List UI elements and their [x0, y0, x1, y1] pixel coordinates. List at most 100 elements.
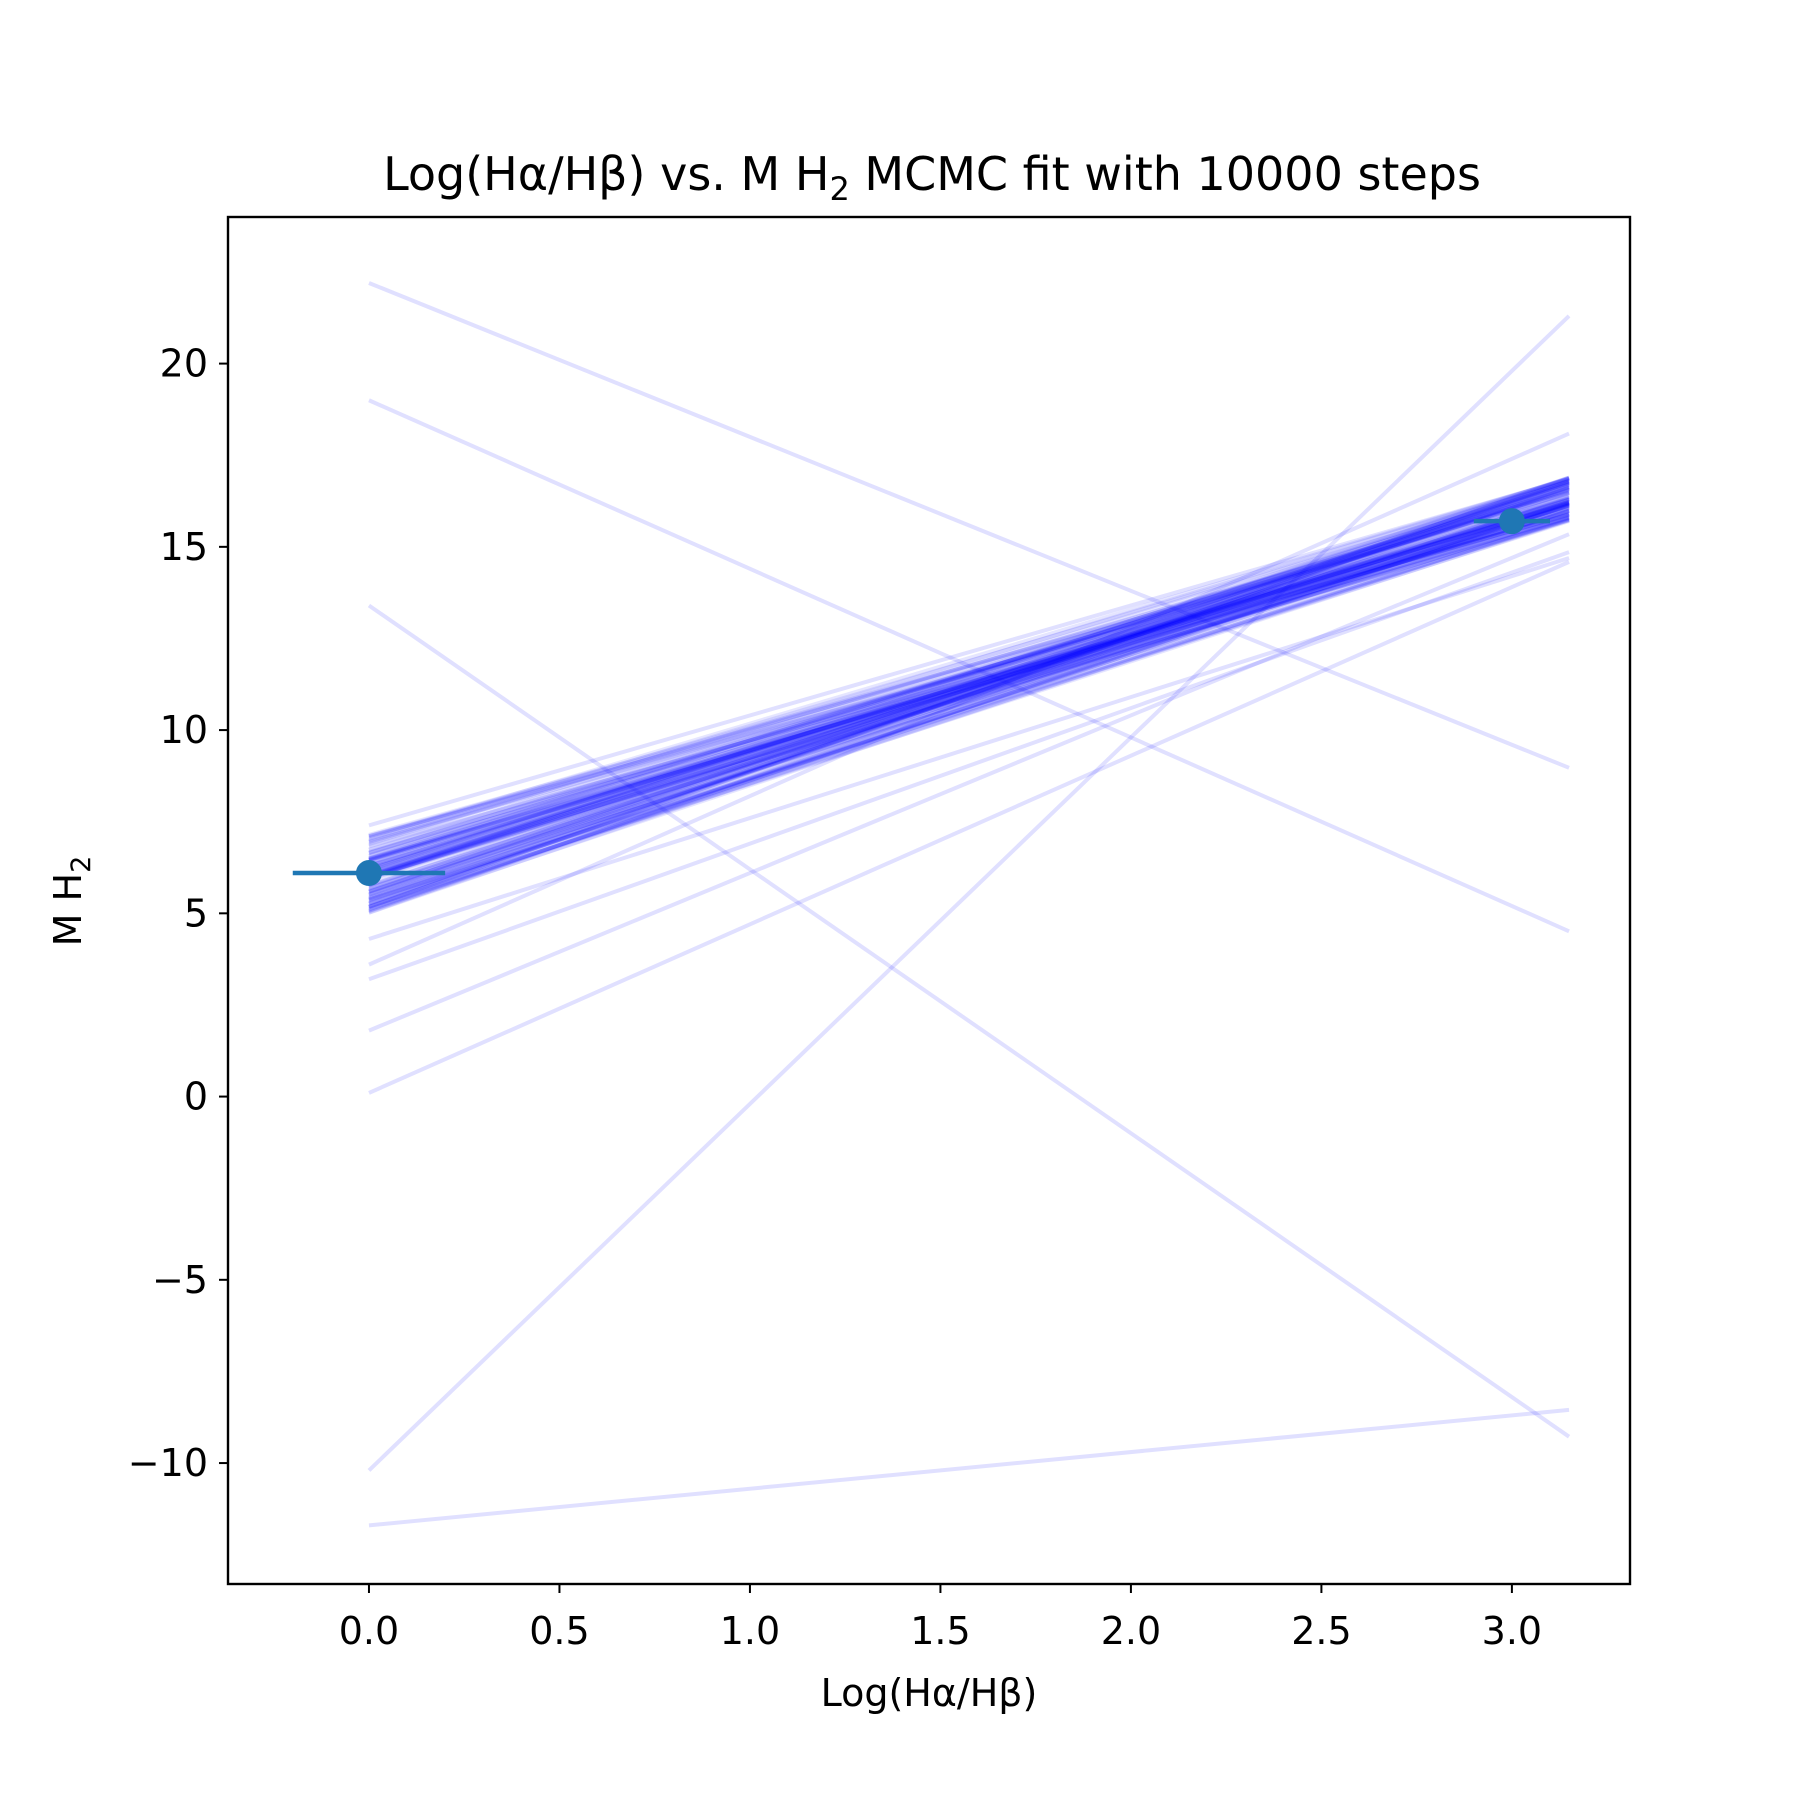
sample-line: [368, 515, 1570, 863]
sample-line: [368, 1407, 1570, 1528]
sample-line: [368, 501, 1570, 912]
sample-line: [368, 508, 1570, 894]
sample-line: [368, 556, 1570, 941]
sample-line: [368, 512, 1570, 862]
sample-line: [368, 518, 1570, 909]
y-axis-label: M H2: [46, 856, 97, 947]
sample-line: [368, 513, 1570, 856]
sample-line: [368, 499, 1570, 906]
sample-line: [368, 511, 1570, 861]
sample-line: [368, 484, 1570, 855]
sample-line: [368, 501, 1570, 898]
sample-line: [368, 480, 1570, 896]
sample-line: [368, 502, 1570, 880]
x-tick-label: 1.0: [720, 1609, 780, 1653]
sample-line: [368, 497, 1570, 862]
sample-line: [368, 479, 1570, 906]
sample-line: [368, 491, 1570, 858]
sample-line: [368, 482, 1570, 872]
sample-line: [368, 494, 1570, 876]
y-tick-label: 0: [184, 1075, 208, 1119]
sample-line: [368, 481, 1570, 862]
sample-line: [368, 484, 1570, 893]
sample-line: [368, 475, 1570, 902]
x-tick-label: 1.5: [910, 1609, 970, 1653]
sample-line: [368, 481, 1570, 841]
sample-line: [368, 488, 1570, 859]
sample-line: [368, 512, 1570, 914]
y-tick-label: 20: [160, 342, 208, 386]
sample-line: [368, 494, 1570, 837]
sample-line: [368, 488, 1570, 876]
sample-line: [368, 500, 1570, 873]
sample-line: [368, 509, 1570, 905]
sample-line: [368, 518, 1570, 871]
y-tick-label: 5: [184, 891, 208, 935]
y-tick-label: −10: [128, 1441, 208, 1485]
sample-line: [368, 502, 1570, 863]
sample-line: [368, 509, 1570, 880]
sample-line: [368, 514, 1570, 883]
data-point: [355, 860, 382, 887]
sample-line: [368, 480, 1570, 909]
sample-line: [368, 517, 1570, 902]
sample-line: [368, 500, 1570, 888]
sample-line: [368, 486, 1570, 915]
x-tick-label: 0.0: [339, 1609, 399, 1653]
sample-line: [368, 491, 1570, 855]
x-tick-label: 3.0: [1482, 1609, 1542, 1653]
sample-line: [368, 511, 1570, 849]
sample-line: [368, 516, 1570, 909]
sample-line: [368, 519, 1570, 902]
sample-line: [368, 513, 1570, 852]
chart-title: Log(Hα/Hβ) vs. M H2 MCMC fit with 10000 …: [383, 147, 1481, 208]
sample-line: [368, 490, 1570, 855]
sample-line: [368, 482, 1570, 865]
sample-line: [368, 508, 1570, 876]
x-axis: 0.0 0.5 1.0 1.5 2.0 2.5 3.0: [339, 1584, 1542, 1653]
sample-line: [368, 496, 1570, 838]
sample-line: [368, 478, 1570, 909]
sample-line: [368, 475, 1570, 872]
sample-line: [368, 495, 1570, 882]
sample-line: [368, 504, 1570, 872]
sample-line: [368, 515, 1570, 865]
sample-line: [368, 510, 1570, 839]
sample-line: [368, 499, 1570, 879]
data-point: [1498, 508, 1525, 535]
sample-line: [368, 486, 1570, 897]
sample-line: [368, 505, 1570, 901]
y-axis: −10 −5 0 5 10 15 20: [128, 342, 228, 1485]
sample-line: [368, 480, 1570, 879]
sample-line: [368, 500, 1570, 844]
sample-line: [368, 479, 1570, 891]
sample-line: [368, 477, 1570, 894]
sample-line: [368, 497, 1570, 871]
sample-line: [368, 499, 1570, 875]
sample-line: [368, 516, 1570, 876]
sample-line: [368, 490, 1570, 901]
sample-line: [368, 485, 1570, 903]
sample-line: [368, 508, 1570, 878]
sample-line: [368, 499, 1570, 869]
sample-line: [368, 485, 1570, 894]
sample-line: [368, 518, 1570, 890]
plot-area-frame: [226, 215, 1632, 1586]
sample-line: [368, 476, 1570, 840]
y-tick-label: 10: [160, 708, 208, 752]
sample-line: [368, 492, 1570, 913]
sample-line: [368, 475, 1570, 909]
y-tick-label: 15: [160, 525, 208, 569]
sample-line: [368, 497, 1570, 880]
sample-line: [368, 497, 1570, 880]
sample-line: [368, 480, 1570, 909]
sample-line: [368, 486, 1570, 879]
sample-line: [368, 503, 1570, 887]
sample-line: [368, 506, 1570, 862]
y-tick-label: −5: [152, 1258, 208, 1302]
sample-lines: [367, 281, 1571, 1528]
sample-line: [368, 479, 1570, 872]
sample-line: [368, 501, 1570, 867]
